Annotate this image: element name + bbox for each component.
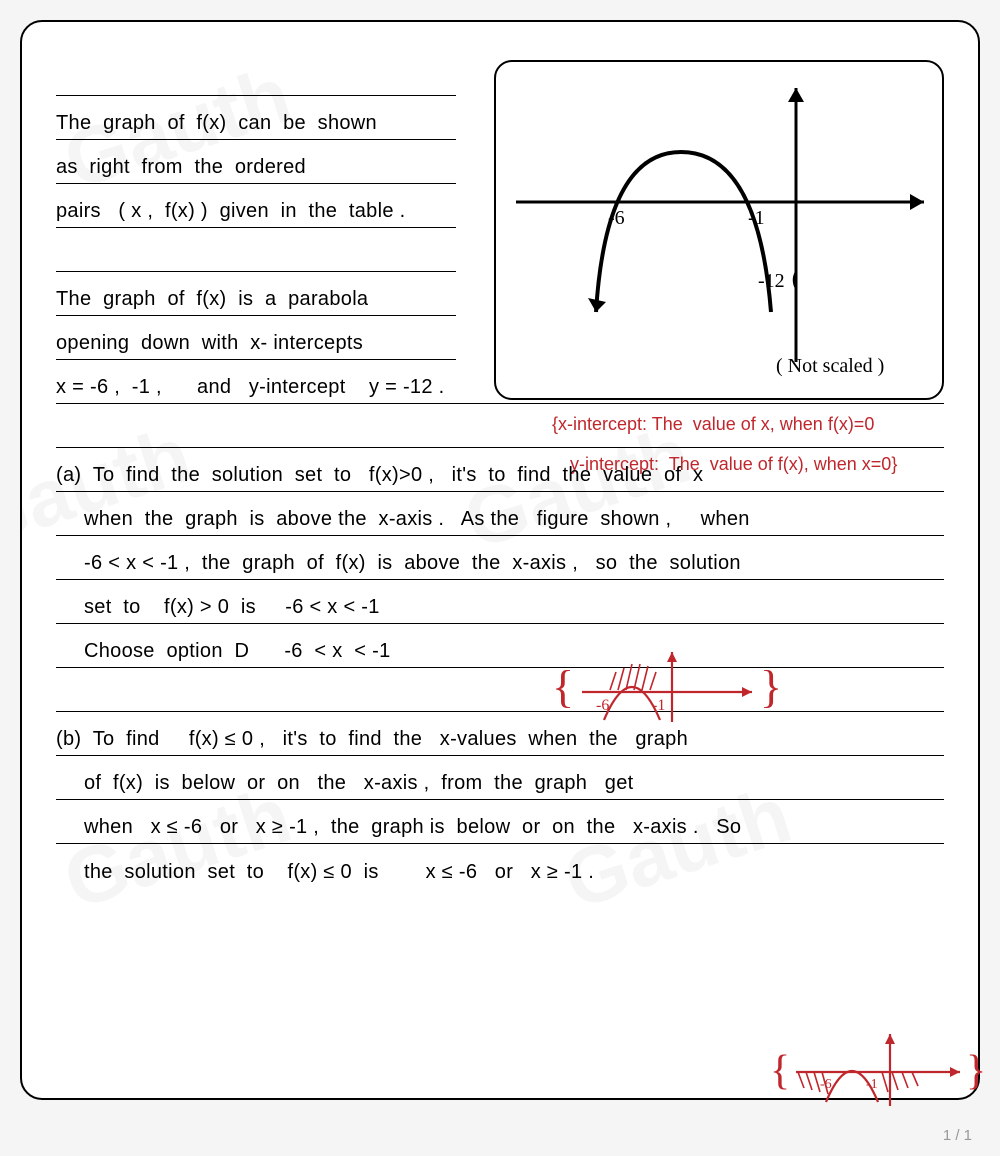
svg-text:{: { — [552, 661, 574, 712]
svg-text:{: { — [770, 1048, 790, 1094]
text-line: The graph of f(x) is a parabola — [56, 288, 368, 311]
text-line: -6 < x < -1 , the graph of f(x) is above… — [56, 552, 741, 575]
text-line: of f(x) is below or on the x-axis , from… — [56, 772, 634, 795]
ruled-line: (b) To find f(x) ≤ 0 , it's to find the … — [56, 712, 944, 756]
notebook-page: Gauth Gauth Gauth Gauth Gauth Gauth -6 -… — [20, 20, 980, 1100]
text-line: as right from the ordered — [56, 156, 306, 179]
text-line: when x ≤ -6 or x ≥ -1 , the graph is bel… — [56, 816, 741, 839]
ruled-line: (a) To find the solution set to f(x)>0 ,… — [56, 448, 944, 492]
ruled-line: The graph of f(x) can be shown — [56, 96, 456, 140]
text-line: (a) To find the solution set to f(x)>0 ,… — [56, 464, 703, 487]
x-intercept-right-label: -1 — [748, 207, 765, 229]
ruled-line: x = -6 , -1 , and y-intercept y = -12 . — [56, 360, 944, 404]
parabola-graph: -6 -1 -12 ( Not scaled ) — [496, 62, 942, 398]
svg-text:}: } — [760, 661, 782, 712]
ruled-line: Choose option D -6 < x < -1 — [56, 624, 944, 668]
text-line: (b) To find f(x) ≤ 0 , it's to find the … — [56, 728, 688, 751]
ruled-line — [56, 52, 456, 96]
ruled-line — [56, 668, 944, 712]
text-line: Choose option D -6 < x < -1 — [56, 640, 391, 663]
ruled-line: opening down with x- intercepts — [56, 316, 456, 360]
ruled-line: of f(x) is below or on the x-axis , from… — [56, 756, 944, 800]
svg-text:-6: -6 — [820, 1077, 832, 1092]
text-line: The graph of f(x) can be shown — [56, 112, 377, 135]
ruled-line — [56, 228, 456, 272]
svg-text:}: } — [966, 1048, 986, 1094]
text-line: when the graph is above the x-axis . As … — [56, 508, 750, 531]
text-line: set to f(x) > 0 is -6 < x < -1 — [56, 596, 380, 619]
ruled-line: as right from the ordered — [56, 140, 456, 184]
text-line: the solution set to f(x) ≤ 0 is x ≤ -6 o… — [56, 861, 594, 884]
page-number: 1 / 1 — [943, 1127, 972, 1144]
ruled-line: -6 < x < -1 , the graph of f(x) is above… — [56, 536, 944, 580]
svg-text:-1: -1 — [866, 1077, 878, 1092]
red-mini-sketch-below: { -6 -1 } — [770, 1028, 990, 1118]
ruled-line: when the graph is above the x-axis . As … — [56, 492, 944, 536]
graph-box: -6 -1 -12 ( Not scaled ) — [494, 60, 944, 400]
x-intercept-left-label: -6 — [608, 207, 625, 229]
text-line: opening down with x- intercepts — [56, 332, 363, 355]
y-intercept-label: -12 — [758, 270, 785, 292]
ruled-line: the solution set to f(x) ≤ 0 is x ≤ -6 o… — [56, 844, 944, 888]
red-annotation-x-intercept: {x-intercept: The value of x, when f(x)=… — [552, 414, 874, 435]
ruled-line: The graph of f(x) is a parabola — [56, 272, 456, 316]
ruled-line: set to f(x) > 0 is -6 < x < -1 — [56, 580, 944, 624]
ruled-line: pairs ( x , f(x) ) given in the table . — [56, 184, 456, 228]
text-line: x = -6 , -1 , and y-intercept y = -12 . — [56, 376, 445, 399]
text-line: pairs ( x , f(x) ) given in the table . — [56, 200, 405, 223]
ruled-line: when x ≤ -6 or x ≥ -1 , the graph is bel… — [56, 800, 944, 844]
